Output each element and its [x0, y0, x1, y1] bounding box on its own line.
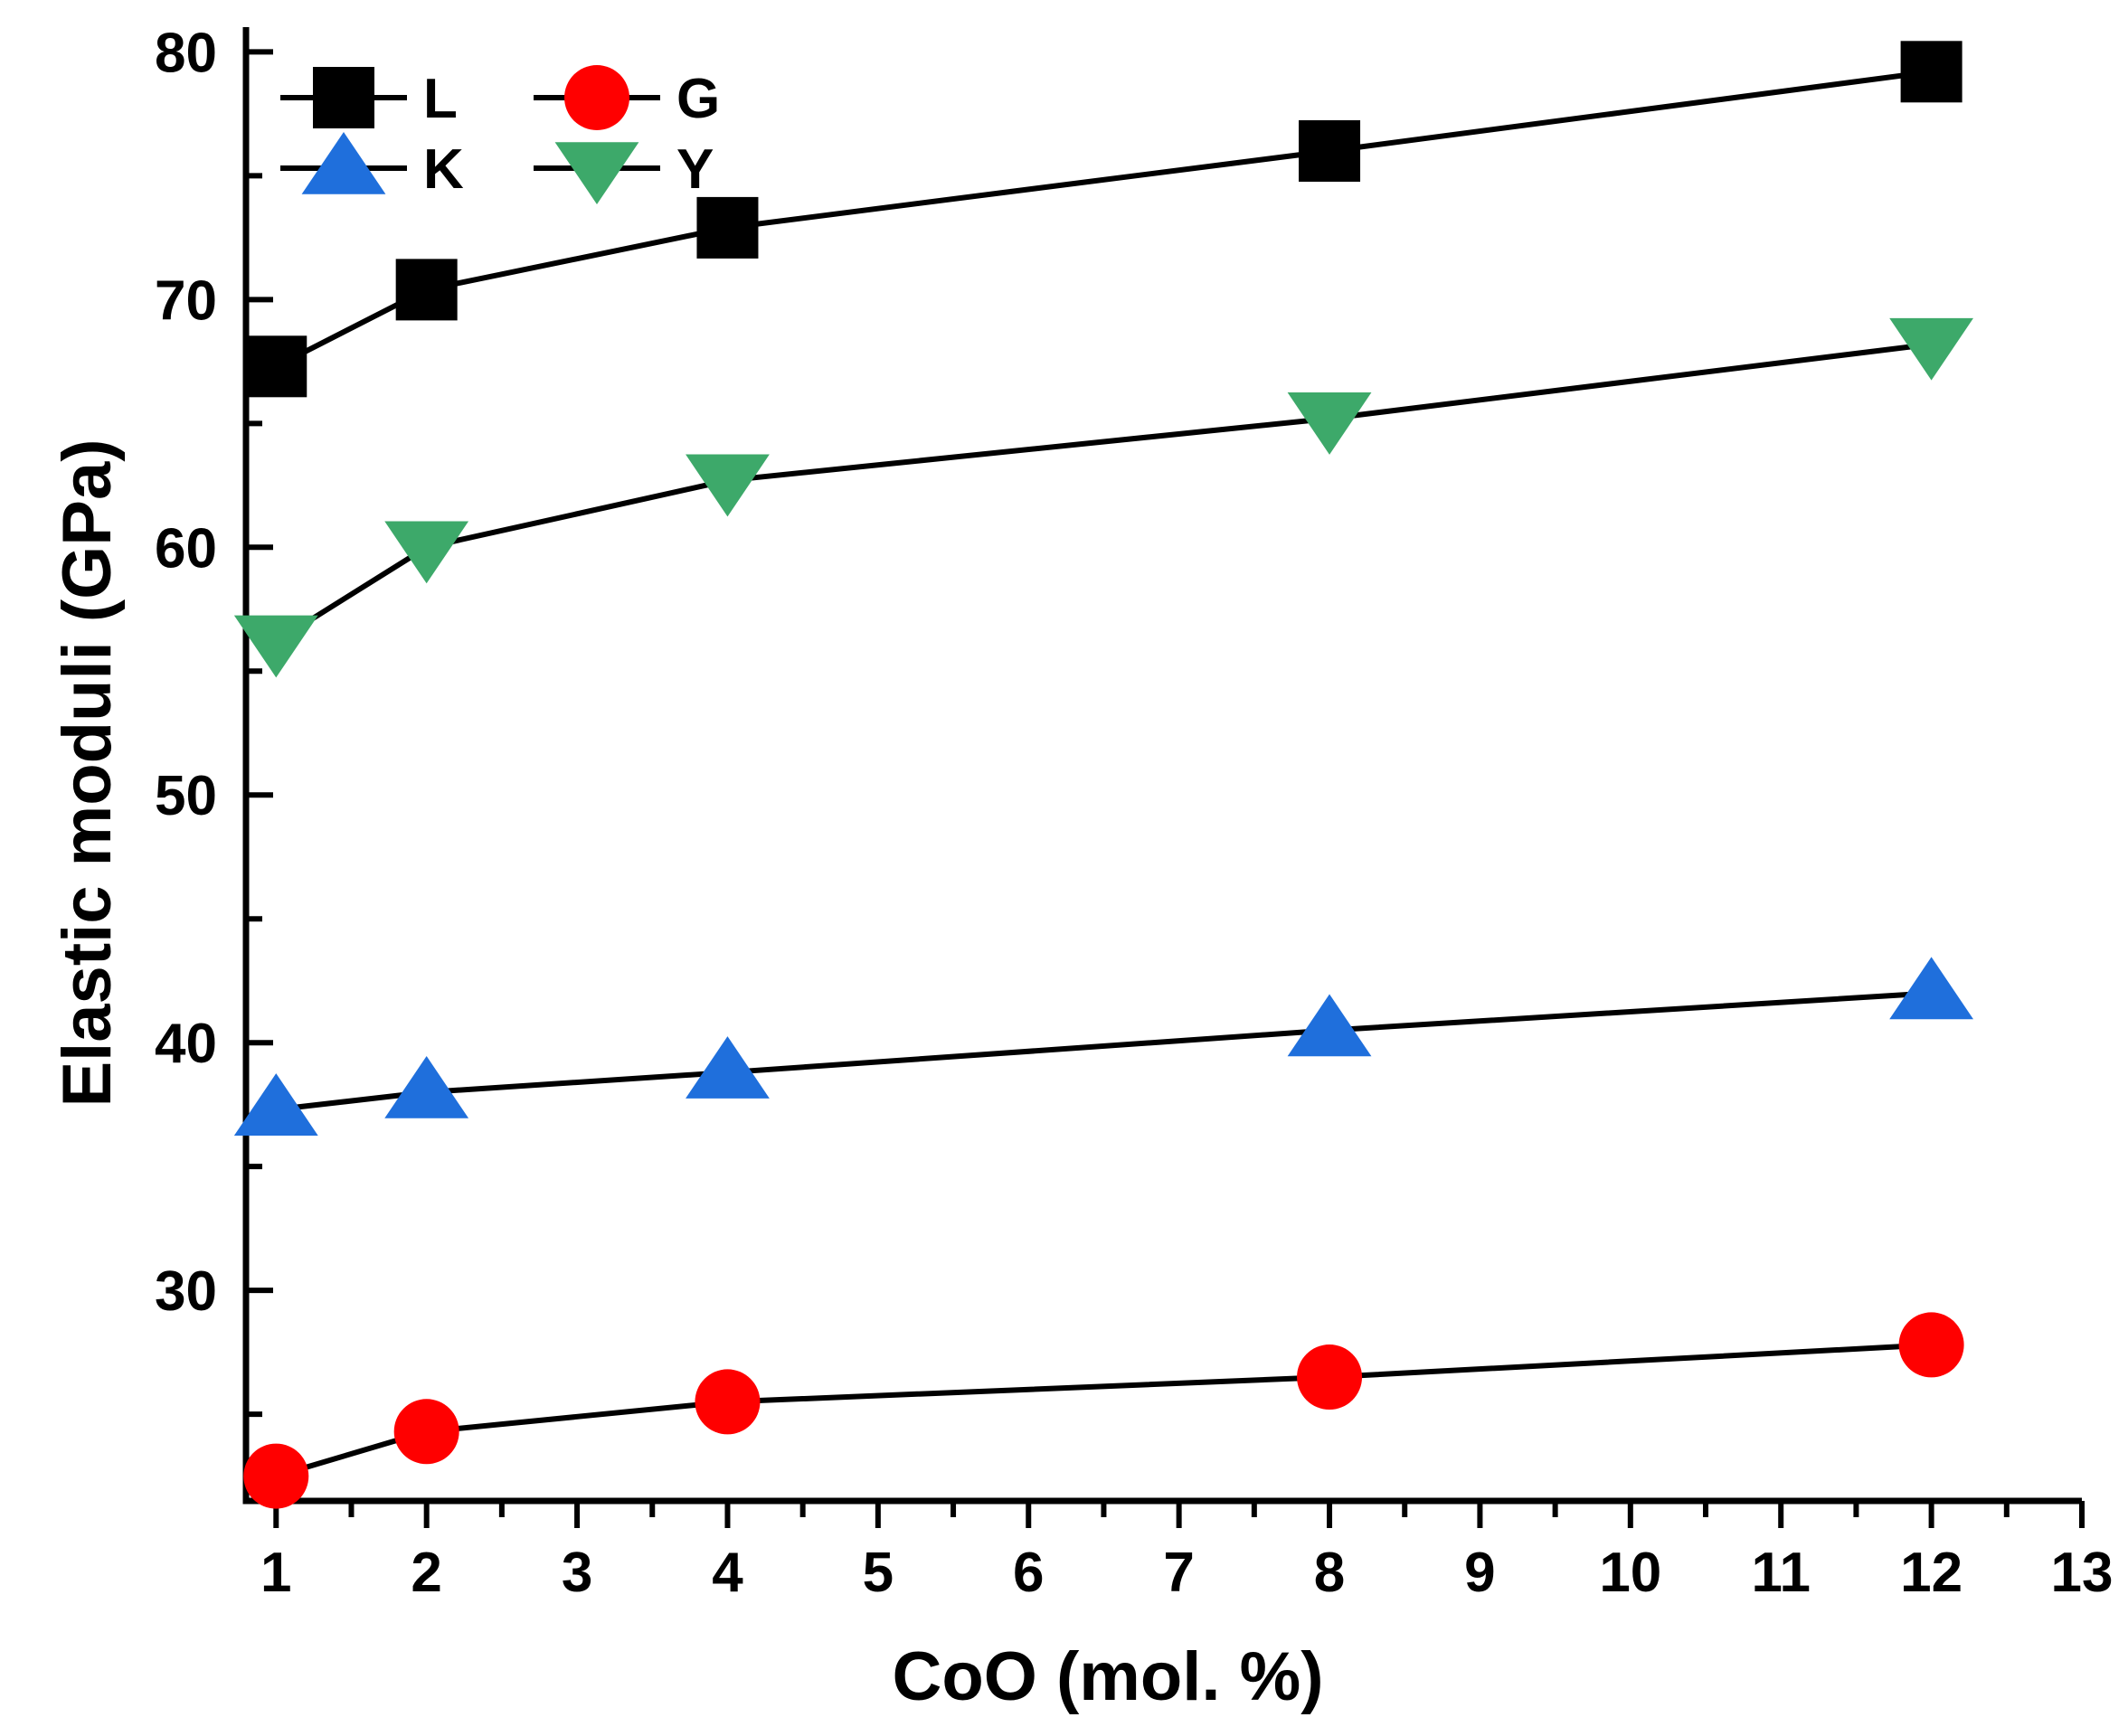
data-point-G: [1898, 1312, 1964, 1378]
x-axis-title: CoO (mol. %): [892, 1638, 1323, 1715]
data-point-G: [243, 1443, 309, 1509]
legend-label: Y: [676, 138, 714, 201]
x-tick-label: 2: [411, 1542, 441, 1604]
series-line-Y: [274, 341, 1932, 644]
legend-label: K: [423, 138, 464, 201]
data-point-G: [393, 1399, 459, 1465]
x-tick-label: 13: [2051, 1542, 2114, 1604]
data-point-L: [395, 259, 458, 321]
series-line-K: [275, 990, 1932, 1113]
legend-item-L: L: [280, 67, 458, 130]
data-point-G: [1297, 1344, 1363, 1410]
y-axis-title: Elastic moduli (GPa): [49, 439, 126, 1107]
x-tick-label: 1: [260, 1542, 291, 1604]
series-L: [245, 41, 1962, 398]
legend-marker: [313, 67, 374, 128]
legend-item-G: G: [534, 65, 720, 130]
legend-marker: [301, 132, 386, 194]
data-point-Y: [686, 454, 770, 517]
y-tick-label: 50: [155, 765, 217, 827]
data-point-Y: [1287, 392, 1372, 455]
data-point-L: [1299, 119, 1361, 182]
x-tick-label: 9: [1464, 1542, 1495, 1604]
y-tick-label: 70: [155, 269, 217, 332]
x-tick-label: 6: [1013, 1542, 1044, 1604]
x-tick-label: 5: [863, 1542, 894, 1604]
data-point-Y: [384, 521, 469, 584]
legend-item-K: K: [280, 132, 464, 201]
data-point-L: [1900, 41, 1962, 103]
legend-label: L: [423, 68, 458, 130]
data-point-K: [233, 1073, 318, 1136]
data-point-L: [696, 196, 759, 259]
legend-item-Y: Y: [534, 138, 714, 204]
series-layer: [233, 41, 1974, 1509]
x-tick-label: 3: [562, 1542, 592, 1604]
x-tick-label: 12: [1900, 1542, 1962, 1604]
series-Y: [233, 317, 1974, 678]
y-tick-label: 60: [155, 517, 217, 580]
x-tick-label: 10: [1599, 1542, 1661, 1604]
data-point-K: [1889, 957, 1974, 1020]
legend-label: G: [676, 68, 720, 130]
y-tick-label: 30: [155, 1260, 217, 1323]
y-tick-label: 80: [155, 22, 217, 84]
series-line-L: [274, 69, 1932, 369]
x-tick-label: 7: [1163, 1542, 1194, 1604]
data-point-K: [686, 1036, 770, 1099]
legend: L G K Y: [280, 65, 720, 204]
series-line-G: [275, 1342, 1932, 1479]
legend-marker: [564, 65, 629, 130]
data-point-K: [384, 1055, 469, 1118]
x-tick-label: 11: [1751, 1542, 1811, 1604]
data-point-Y: [1889, 317, 1974, 381]
data-point-K: [1287, 994, 1372, 1057]
series-G: [243, 1312, 1964, 1509]
legend-marker: [554, 142, 639, 204]
data-point-Y: [233, 615, 318, 678]
data-point-G: [695, 1369, 761, 1435]
y-tick-label: 40: [155, 1013, 217, 1075]
x-tick-label: 4: [712, 1542, 743, 1604]
series-K: [233, 957, 1974, 1136]
x-tick-label: 8: [1314, 1542, 1345, 1604]
data-point-L: [245, 335, 307, 398]
